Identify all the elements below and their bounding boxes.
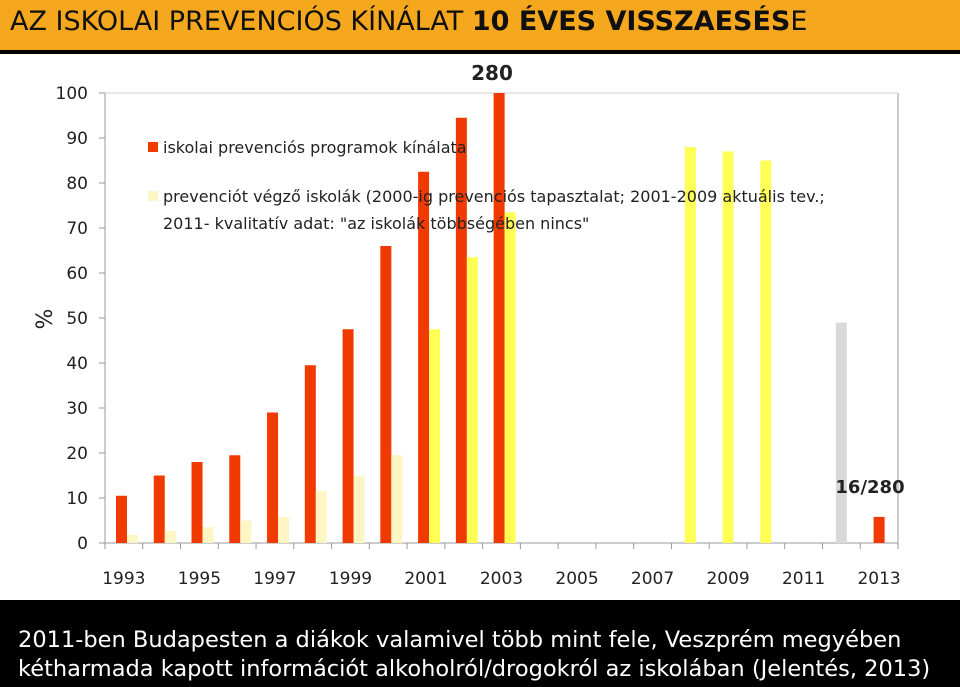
bar-offered-1995 bbox=[191, 462, 203, 543]
bar-schools-2000 bbox=[391, 455, 403, 543]
y-tick-label: 10 bbox=[66, 489, 88, 509]
x-tick-label: 1995 bbox=[178, 569, 221, 589]
bar-schools-1998 bbox=[315, 491, 327, 543]
y-axis-label: % bbox=[33, 309, 58, 330]
bar-schools-2009 bbox=[722, 151, 734, 543]
y-tick-label: 40 bbox=[66, 354, 88, 374]
page-title: AZ ISKOLAI PREVENCIÓS KÍNÁLAT 10 ÉVES VI… bbox=[10, 6, 807, 37]
legend-swatch-schools bbox=[148, 191, 158, 201]
bar-schools-2012 bbox=[835, 322, 847, 543]
y-tick-label: 50 bbox=[66, 309, 88, 329]
bar-offered-1993 bbox=[116, 495, 127, 543]
bar-offered-1996 bbox=[229, 455, 241, 543]
x-tick-label: 2007 bbox=[631, 569, 674, 589]
bar-offered-1999 bbox=[342, 329, 354, 543]
bar-schools-2010 bbox=[760, 160, 772, 543]
x-tick-label: 2011 bbox=[782, 569, 825, 589]
bar-schools-2003 bbox=[504, 212, 516, 543]
y-tick-label: 30 bbox=[66, 399, 88, 419]
bar-schools-1994 bbox=[164, 530, 176, 543]
bar-offered-1997 bbox=[267, 412, 279, 543]
legend-label-schools-line1: prevenciót végző iskolák (2000-ig preven… bbox=[163, 187, 825, 206]
title-part-3: E bbox=[790, 6, 808, 37]
bar-chart: 0 10 20 30 40 50 60 70 80 90 100 1993 1995 1997 1999 20… bbox=[33, 61, 905, 589]
bar-schools-2008 bbox=[684, 147, 696, 543]
y-tick-label: 100 bbox=[56, 84, 88, 104]
title-part-2-bold: 10 ÉVES VISSZAESÉS bbox=[471, 6, 791, 37]
x-tick-label: 1993 bbox=[102, 569, 145, 589]
x-tick-label: 2005 bbox=[555, 569, 598, 589]
bar-offered-2002 bbox=[455, 117, 467, 543]
caption-line-1: 2011-ben Budapesten a diákok valamivel t… bbox=[18, 627, 902, 653]
x-tick-label: 2009 bbox=[706, 569, 749, 589]
caption-line-2: kétharmada kapott információt alkoholról… bbox=[18, 656, 931, 682]
plot-panel: 0 10 20 30 40 50 60 70 80 90 100 1993 1995 1997 1999 20… bbox=[0, 54, 960, 600]
bar-offered-2003 bbox=[493, 93, 505, 543]
x-tick-label: 2013 bbox=[857, 569, 900, 589]
legend-label-schools-line2: 2011- kvalitatív adat: "az iskolák többs… bbox=[163, 214, 589, 233]
bar-schools-1996 bbox=[240, 520, 252, 543]
y-tick-label: 20 bbox=[66, 444, 88, 464]
annotation-280: 280 bbox=[471, 61, 513, 85]
bar-schools-1993 bbox=[127, 534, 138, 543]
legend-swatch-offered bbox=[148, 142, 158, 152]
bar-schools-1997 bbox=[278, 516, 290, 543]
bar-offered-1998 bbox=[304, 365, 316, 543]
title-bar: AZ ISKOLAI PREVENCIÓS KÍNÁLAT 10 ÉVES VI… bbox=[0, 0, 960, 50]
bar-schools-1995 bbox=[202, 527, 214, 543]
bar-offered-2013 bbox=[873, 516, 885, 543]
bar-offered-1994 bbox=[153, 475, 165, 543]
bar-offered-2001 bbox=[418, 171, 430, 543]
bar-offered-2000 bbox=[380, 246, 392, 543]
legend-label-offered: iskolai prevenciós programok kínálata bbox=[163, 138, 467, 157]
x-tick-label: 1999 bbox=[329, 569, 372, 589]
y-tick-label: 60 bbox=[66, 264, 88, 284]
bar-schools-1999 bbox=[353, 475, 365, 543]
y-tick-label: 90 bbox=[66, 129, 88, 149]
annotation-16-280: 16/280 bbox=[835, 477, 904, 498]
x-tick-label: 2003 bbox=[480, 569, 523, 589]
x-tick-label: 1997 bbox=[253, 569, 296, 589]
bar-schools-2001 bbox=[429, 329, 441, 543]
bar-schools-2002 bbox=[466, 257, 478, 543]
y-tick-label: 80 bbox=[66, 174, 88, 194]
title-part-1: AZ ISKOLAI PREVENCIÓS KÍNÁLAT bbox=[10, 6, 472, 37]
x-tick-label: 2001 bbox=[404, 569, 447, 589]
caption: 2011-ben Budapesten a diákok valamivel t… bbox=[18, 626, 953, 684]
y-tick-label: 0 bbox=[77, 534, 88, 554]
y-tick-label: 70 bbox=[66, 219, 88, 239]
